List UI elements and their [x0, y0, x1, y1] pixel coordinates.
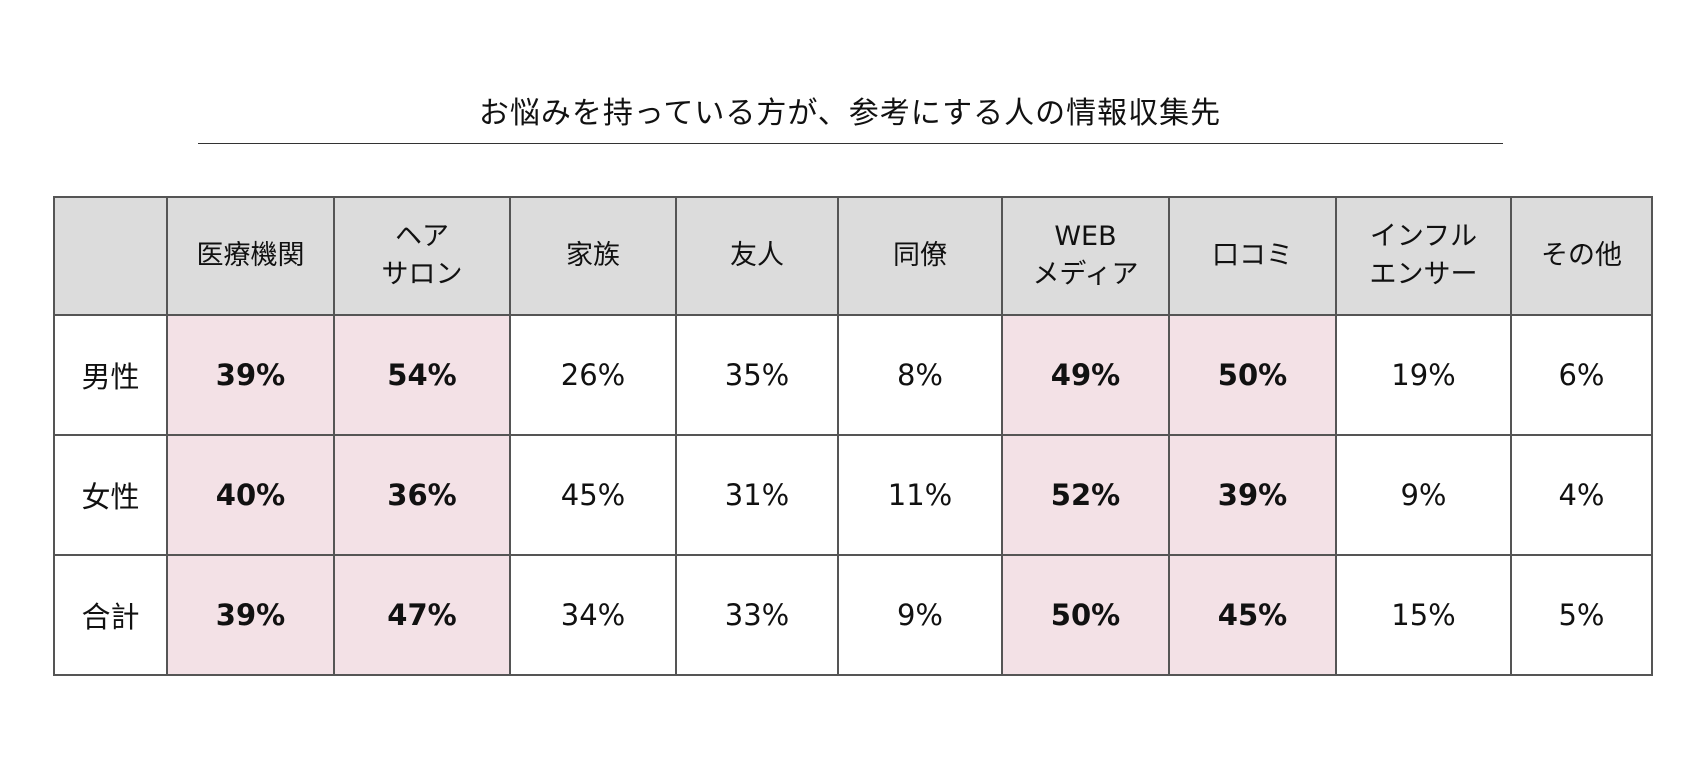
- data-cell: 31%: [675, 434, 839, 556]
- column-header-line: その他: [1541, 240, 1622, 271]
- column-header: 友人: [675, 196, 839, 316]
- data-cell: 50%: [1168, 314, 1337, 436]
- column-header: 同僚: [837, 196, 1003, 316]
- column-header-line: 医療機関: [196, 240, 305, 271]
- title-underline: [198, 143, 1503, 144]
- data-cell: 9%: [837, 554, 1003, 676]
- data-cell: 50%: [1001, 554, 1170, 676]
- data-cell: 45%: [1168, 554, 1337, 676]
- data-cell: 47%: [333, 554, 511, 676]
- chart-title: お悩みを持っている方が、参考にする人の情報収集先: [478, 96, 1222, 131]
- table-row: 合計 39% 47% 34% 33% 9% 50% 45% 15% 5%: [53, 554, 1653, 676]
- data-cell: 4%: [1510, 434, 1653, 556]
- data-cell: 39%: [166, 554, 335, 676]
- column-header-line: 口コミ: [1212, 240, 1293, 271]
- data-cell: 54%: [333, 314, 511, 436]
- column-header: その他: [1510, 196, 1653, 316]
- column-header-line: ヘア: [395, 221, 449, 252]
- data-cell: 19%: [1335, 314, 1512, 436]
- column-header: 家族: [509, 196, 677, 316]
- data-cell: 9%: [1335, 434, 1512, 556]
- column-header: 医療機関: [166, 196, 335, 316]
- data-cell: 35%: [675, 314, 839, 436]
- column-header-line: サロン: [381, 259, 463, 290]
- data-cell: 39%: [166, 314, 335, 436]
- column-header-line: 家族: [566, 240, 620, 271]
- row-label: 合計: [53, 554, 168, 676]
- data-cell: 49%: [1001, 314, 1170, 436]
- column-header-line: 友人: [730, 240, 784, 271]
- column-header-line: インフル: [1369, 221, 1478, 252]
- column-header: ヘア サロン: [333, 196, 511, 316]
- data-cell: 36%: [333, 434, 511, 556]
- data-cell: 45%: [509, 434, 677, 556]
- column-header-line: メディア: [1032, 259, 1139, 290]
- column-header: インフル エンサー: [1335, 196, 1512, 316]
- row-label: 男性: [53, 314, 168, 436]
- data-cell: 26%: [509, 314, 677, 436]
- data-cell: 8%: [837, 314, 1003, 436]
- data-cell: 5%: [1510, 554, 1653, 676]
- column-header: 口コミ: [1168, 196, 1337, 316]
- header-corner-cell: [53, 196, 168, 316]
- data-cell: 33%: [675, 554, 839, 676]
- data-cell: 15%: [1335, 554, 1512, 676]
- data-cell: 39%: [1168, 434, 1337, 556]
- row-label: 女性: [53, 434, 168, 556]
- column-header-line: エンサー: [1369, 259, 1478, 290]
- table-row: 女性 40% 36% 45% 31% 11% 52% 39% 9% 4%: [53, 434, 1653, 556]
- column-header: WEB メディア: [1001, 196, 1170, 316]
- header-row: 医療機関 ヘア サロン 家族 友人 同僚 WEB メディア 口コミ: [53, 196, 1653, 316]
- data-cell: 40%: [166, 434, 335, 556]
- data-cell: 11%: [837, 434, 1003, 556]
- table-row: 男性 39% 54% 26% 35% 8% 49% 50% 19% 6%: [53, 314, 1653, 436]
- data-cell: 6%: [1510, 314, 1653, 436]
- data-cell: 52%: [1001, 434, 1170, 556]
- data-table: 医療機関 ヘア サロン 家族 友人 同僚 WEB メディア 口コミ: [53, 196, 1653, 676]
- data-cell: 34%: [509, 554, 677, 676]
- column-header-line: WEB: [1054, 221, 1117, 252]
- column-header-line: 同僚: [893, 240, 947, 271]
